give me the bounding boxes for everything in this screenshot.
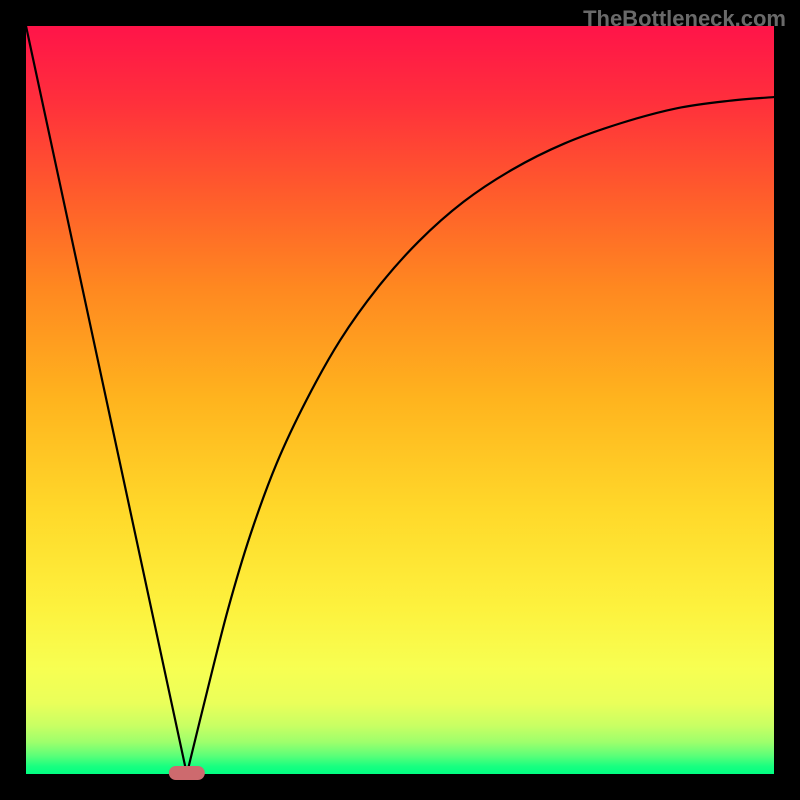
- bottleneck-chart: [0, 0, 800, 800]
- optimal-point-marker: [169, 766, 205, 780]
- chart-container: { "watermark": { "text": "TheBottleneck.…: [0, 0, 800, 800]
- plot-background: [26, 26, 774, 774]
- watermark-text: TheBottleneck.com: [583, 6, 786, 32]
